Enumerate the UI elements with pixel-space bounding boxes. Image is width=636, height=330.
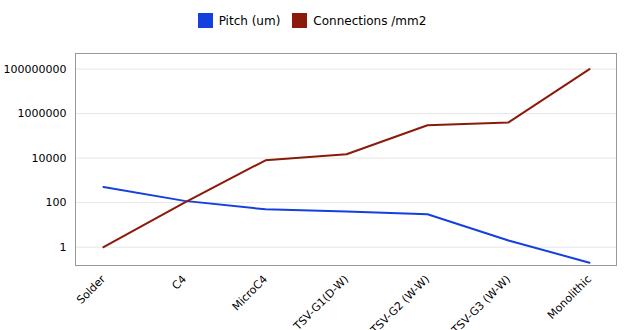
svg-text:TSV-G3 (W-W): TSV-G3 (W-W) <box>448 273 513 330</box>
html-text:Pitch (um): Pitch (um) <box>218 13 281 28</box>
svg-text:Solder: Solder <box>74 272 108 306</box>
html-text:Connections /mm2: Connections /mm2 <box>313 13 427 28</box>
svg-text:100000000: 100000000 <box>4 63 67 76</box>
svg-text:C4: C4 <box>170 273 190 293</box>
svg-text:TSV-G2 (W-W): TSV-G2 (W-W) <box>367 273 432 330</box>
svg-text:MicroC4: MicroC4 <box>230 273 271 314</box>
svg-text:1: 1 <box>60 241 67 254</box>
svg-text:Monolithic: Monolithic <box>545 273 594 322</box>
svg-text:TSV-G1(D-W): TSV-G1(D-W) <box>290 273 351 330</box>
svg-text:100: 100 <box>46 196 67 209</box>
svg-text:1000000: 1000000 <box>18 107 67 120</box>
svg-text:10000: 10000 <box>32 152 67 165</box>
